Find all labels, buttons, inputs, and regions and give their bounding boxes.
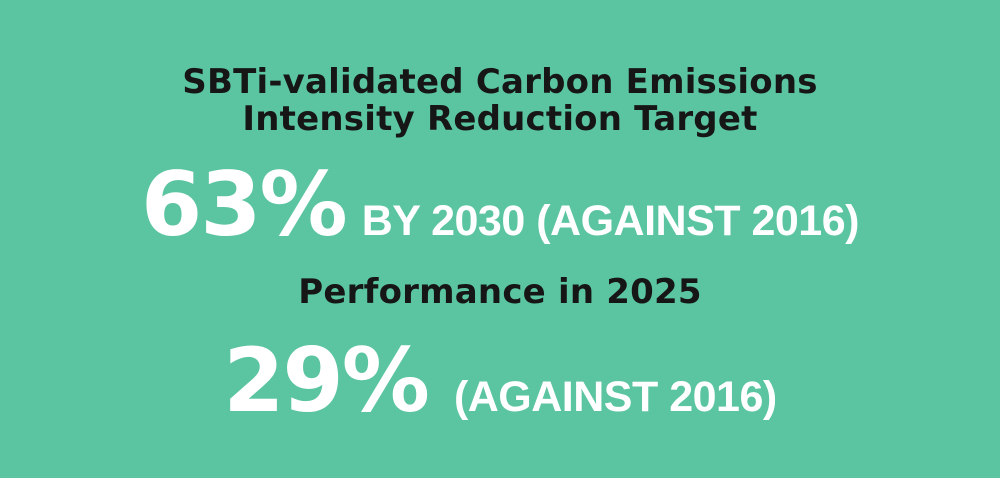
infographic-title: SBTi-validated Carbon Emissions Intensit… bbox=[182, 64, 817, 138]
performance-percentage-value: 29% bbox=[223, 329, 430, 432]
performance-baseline-label: (AGAINST 2016) bbox=[453, 373, 777, 421]
performance-heading: Performance in 2025 bbox=[298, 272, 702, 312]
target-percentage-value: 63% bbox=[141, 153, 348, 256]
target-timeframe-label: BY 2030 (AGAINST 2016) bbox=[361, 197, 860, 245]
title-line-2: Intensity Reduction Target bbox=[242, 99, 758, 139]
title-line-1: SBTi-validated Carbon Emissions bbox=[182, 62, 818, 102]
performance-stat-row: 29% (AGAINST 2016) bbox=[223, 329, 777, 432]
target-stat-row: 63% BY 2030 (AGAINST 2016) bbox=[141, 160, 859, 250]
